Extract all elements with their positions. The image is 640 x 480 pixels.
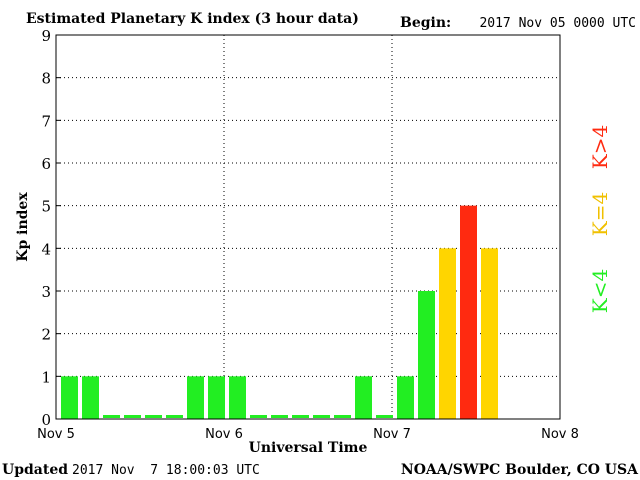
x-tick-labels: Nov 5 Nov 6 Nov 7 Nov 8 [37,427,579,442]
kp-bar [187,376,204,419]
kp-bar [271,415,288,418]
y-tick-label: 6 [41,155,51,173]
kp-bar [61,376,78,419]
begin-value: 2017 Nov 05 0000 UTC [479,16,636,31]
updated-value: 2017 Nov 7 18:00:03 UTC [72,463,260,478]
kp-bar [439,248,456,419]
y-tick-label: 4 [41,240,51,258]
bars [61,205,498,419]
y-tick-label: 8 [41,70,51,88]
kp-bar [229,376,246,419]
y-tick-label: 5 [41,198,51,216]
y-tick-label: 0 [41,411,51,429]
kp-bar [82,376,99,419]
x-axis-label: Universal Time [249,440,368,456]
chart-title: Estimated Planetary K index (3 hour data… [26,11,359,27]
grid-lines [56,35,560,419]
kp-bar [313,415,330,418]
y-tick-label: 1 [41,368,51,386]
kp-bar [103,415,120,418]
kp-bar [124,415,141,418]
kp-bar [460,205,477,419]
kp-bar [145,415,162,418]
x-tick-label: Nov 8 [541,427,579,442]
x-tick-label: Nov 7 [373,427,411,442]
kp-bar [376,415,393,418]
kp-bar [397,376,414,419]
kp-bar [166,415,183,418]
kp-bar [208,376,225,419]
legend-k-above-4: K>4 [588,125,612,169]
y-tick-label: 7 [41,112,51,130]
kp-bar [334,415,351,418]
kp-bar [292,415,309,418]
legend-k-equal-4: K=4 [588,192,612,236]
kp-bar [418,291,435,419]
x-tick-label: Nov 5 [37,427,75,442]
y-tick-labels: 0 1 2 3 4 5 6 7 8 9 [41,27,61,429]
y-tick-label: 9 [41,27,51,45]
plot-frame [55,34,561,420]
legend-k-below-4: K<4 [588,269,612,313]
kp-bar [481,248,498,419]
kp-bar [355,376,372,419]
y-tick-label: 2 [41,326,51,344]
x-tick-label: Nov 6 [205,427,243,442]
y-tick-label: 3 [41,283,51,301]
kp-bar [250,415,267,418]
source-credit: NOAA/SWPC Boulder, CO USA [401,462,639,478]
begin-label: Begin: [400,15,451,31]
updated-label: Updated [2,462,68,478]
y-axis-label: Kp index [15,192,31,262]
